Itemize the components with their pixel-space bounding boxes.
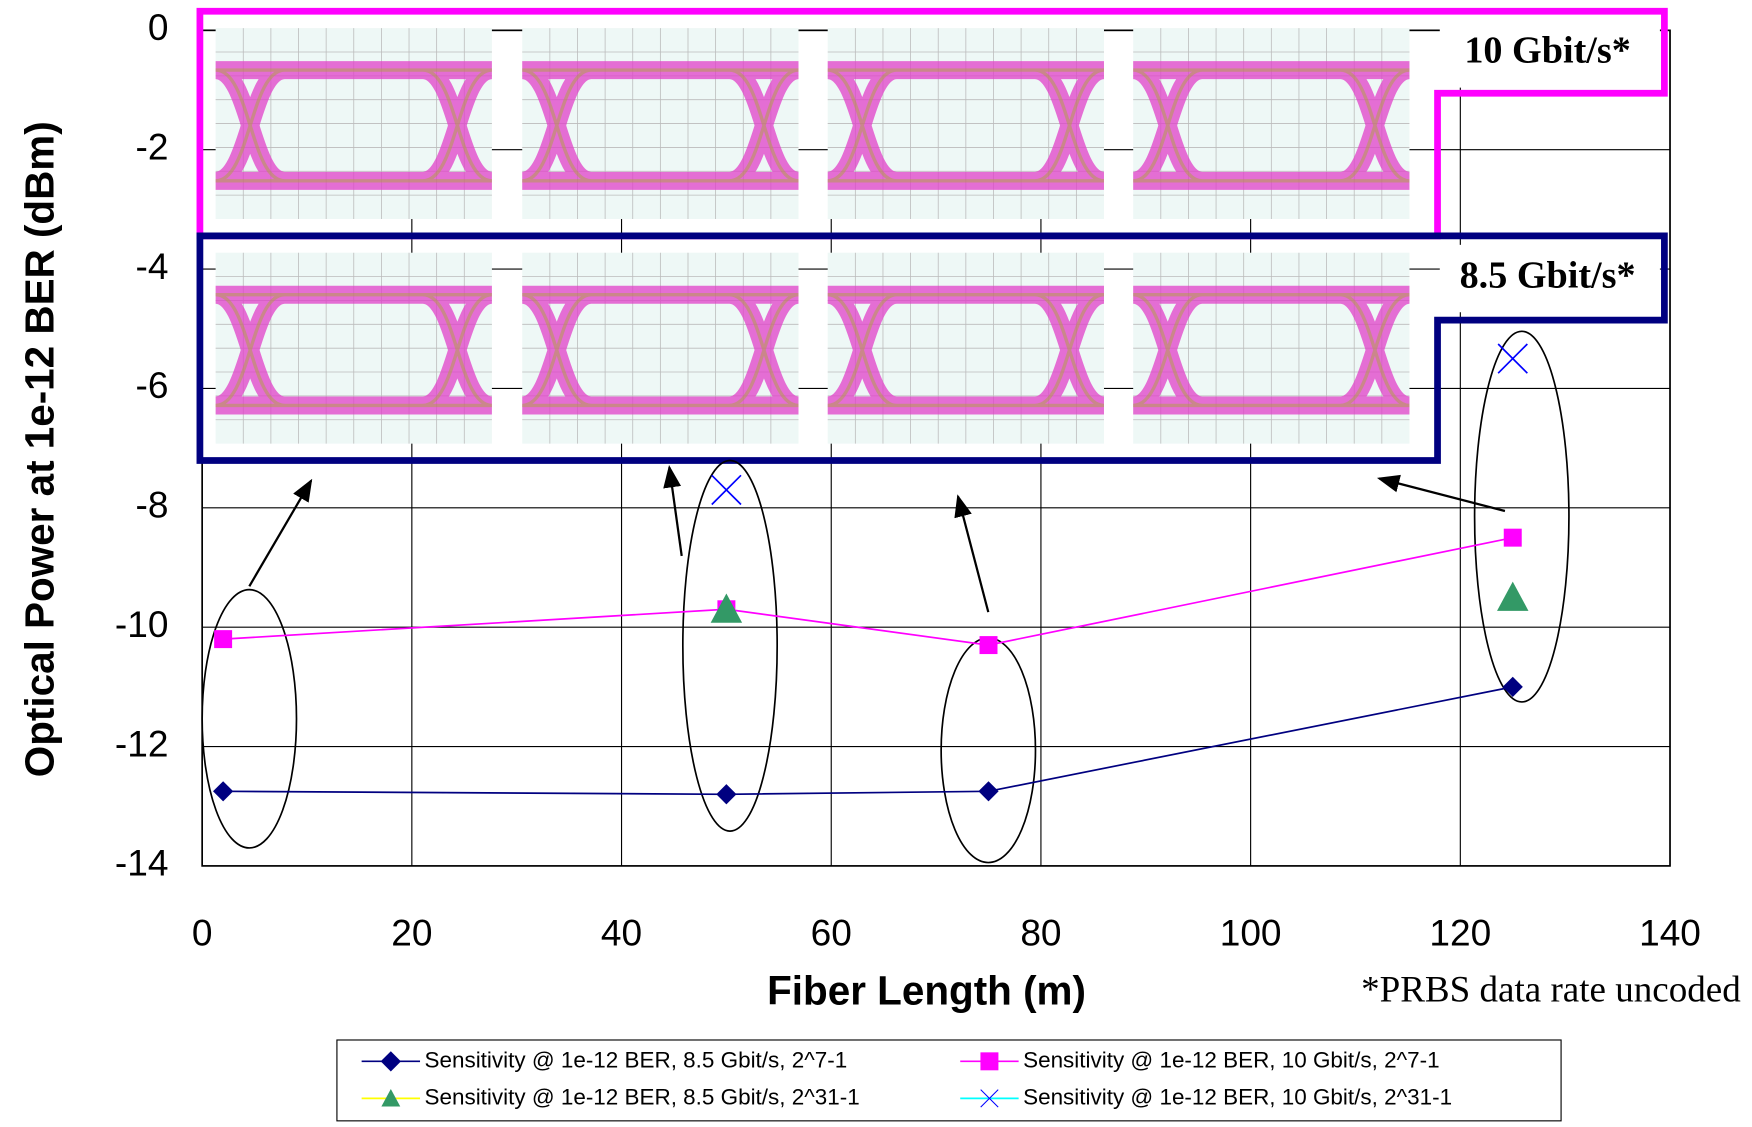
series-line bbox=[223, 687, 1513, 794]
marker bbox=[1498, 344, 1527, 373]
annotation: 10 Gbit/s* bbox=[1464, 30, 1631, 72]
y-tick-label: -12 bbox=[115, 722, 169, 764]
x-tick-label: 140 bbox=[1639, 911, 1701, 953]
legend-label: Sensitivity @ 1e-12 BER, 10 Gbit/s, 2^7-… bbox=[1023, 1047, 1439, 1072]
y-tick-label: -4 bbox=[136, 245, 169, 287]
y-tick-label: -6 bbox=[136, 364, 169, 406]
x-tick-label: 80 bbox=[1020, 911, 1061, 953]
marker bbox=[711, 594, 742, 623]
x-tick-label: 120 bbox=[1429, 911, 1491, 953]
marker bbox=[1504, 529, 1522, 547]
x-tick-label: 20 bbox=[391, 911, 432, 953]
arrow bbox=[669, 467, 681, 556]
ellipse bbox=[1475, 331, 1569, 702]
marker bbox=[712, 475, 741, 504]
x-tick-label: 0 bbox=[192, 911, 213, 953]
arrow bbox=[958, 496, 988, 612]
marker bbox=[213, 781, 233, 801]
arrows bbox=[249, 467, 1505, 612]
legend-label: Sensitivity @ 1e-12 BER, 8.5 Gbit/s, 2^3… bbox=[425, 1084, 860, 1109]
annotation: *PRBS data rate uncoded bbox=[1361, 969, 1741, 1010]
marker bbox=[1503, 677, 1523, 697]
y-tick-label: -10 bbox=[115, 603, 169, 645]
marker bbox=[1497, 582, 1528, 611]
arrow bbox=[249, 481, 311, 587]
marker bbox=[980, 636, 998, 654]
ellipse bbox=[202, 590, 296, 848]
x-tick-label: 60 bbox=[811, 911, 852, 953]
arrow bbox=[1379, 478, 1505, 511]
page: {"chart_data": { "type": "line", "x_labe… bbox=[0, 0, 1752, 1122]
annotation: 8.5 Gbit/s* bbox=[1460, 254, 1636, 296]
legend-label: Sensitivity @ 1e-12 BER, 8.5 Gbit/s, 2^7… bbox=[425, 1047, 848, 1072]
series-line bbox=[223, 538, 1513, 645]
marker bbox=[214, 630, 232, 648]
y-tick-label: -14 bbox=[115, 842, 169, 884]
x-tick-label: 40 bbox=[601, 911, 642, 953]
marker bbox=[716, 784, 736, 804]
ellipse bbox=[941, 638, 1035, 863]
legend-label: Sensitivity @ 1e-12 BER, 10 Gbit/s, 2^31… bbox=[1023, 1084, 1452, 1109]
y-tick-label: -2 bbox=[136, 126, 169, 168]
y-tick-label: -8 bbox=[136, 484, 169, 526]
ellipse bbox=[683, 460, 777, 831]
x-tick-label: 100 bbox=[1220, 911, 1282, 953]
chart: 10 Gbit/s* 8.5 Gbit/s* Fiber Length (m) … bbox=[0, 0, 1752, 1122]
y-axis-label: Optical Power at 1e-12 BER (dBm) bbox=[16, 121, 62, 777]
marker bbox=[978, 781, 998, 801]
y-tick-label: 0 bbox=[148, 6, 169, 48]
x-axis-label: Fiber Length (m) bbox=[767, 968, 1086, 1014]
legend-marker bbox=[980, 1052, 998, 1070]
